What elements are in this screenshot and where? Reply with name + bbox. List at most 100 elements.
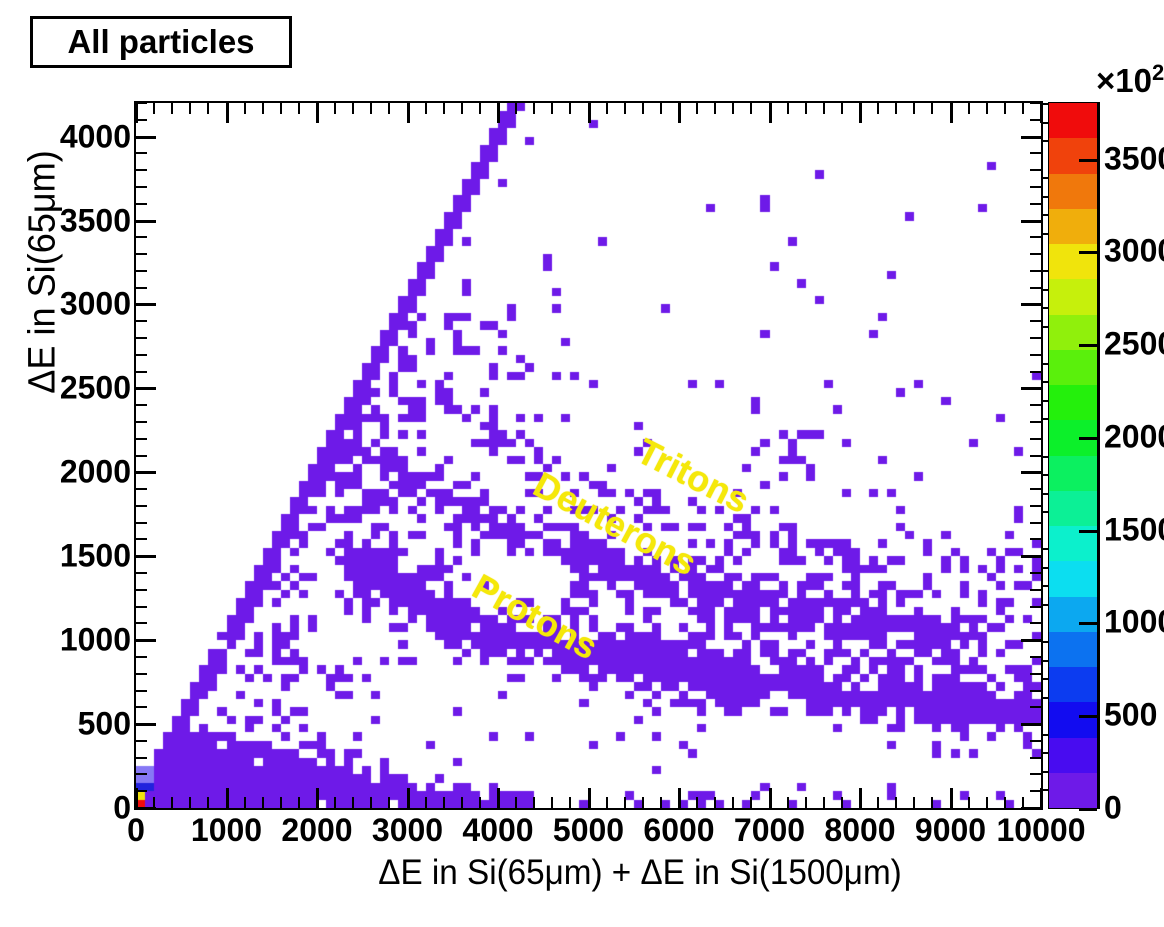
z-axis-minor-tick — [1041, 326, 1048, 328]
x-axis-minor-tick — [352, 797, 354, 808]
z-axis-minor-tick — [1041, 307, 1048, 309]
color-scale-band — [1049, 455, 1097, 491]
z-axis-minor-tick — [1041, 456, 1048, 458]
color-scale-band — [1049, 244, 1097, 280]
z-axis-minor-tick — [1041, 752, 1048, 754]
color-scale-band — [1049, 596, 1097, 632]
y-axis-minor-tick — [136, 522, 147, 524]
z-axis-tick-label: 2500 — [1104, 325, 1164, 362]
y-axis-minor-tick-right — [1030, 371, 1041, 373]
y-axis-minor-tick-right — [1030, 690, 1041, 692]
x-axis-minor-tick-top — [569, 103, 571, 114]
y-axis-minor-tick-right — [1030, 253, 1041, 255]
x-axis-major-tick-top — [135, 103, 138, 123]
color-scale-band — [1049, 279, 1097, 315]
x-axis-tick-label: 10000 — [996, 812, 1086, 848]
z-axis-minor-tick — [1041, 789, 1048, 791]
x-axis-major-tick — [678, 788, 681, 808]
z-exponent-power: 2 — [1151, 60, 1164, 85]
x-axis-minor-tick-top — [968, 103, 970, 114]
z-axis-minor-tick — [1041, 418, 1048, 420]
x-axis-minor-tick-top — [425, 103, 427, 114]
y-axis-minor-tick — [136, 371, 147, 373]
y-axis-minor-tick — [136, 421, 147, 423]
z-axis-minor-tick — [1041, 233, 1048, 235]
x-axis-major-tick-top — [859, 103, 862, 123]
y-axis-minor-tick — [136, 589, 147, 591]
x-axis-major-tick — [226, 788, 229, 808]
x-axis-major-tick-top — [588, 103, 591, 123]
z-axis-exponent-label: ×102 — [1096, 60, 1164, 100]
y-axis-minor-tick-right — [1030, 606, 1041, 608]
y-axis-minor-tick-right — [1030, 589, 1041, 591]
y-axis-minor-tick — [136, 706, 147, 708]
y-axis-major-tick-right — [1021, 723, 1041, 726]
z-axis-minor-tick — [1041, 548, 1048, 550]
z-axis-tick-label: 2000 — [1104, 418, 1164, 455]
y-axis-tick-label: 500 — [77, 705, 131, 742]
z-exponent-base: ×10 — [1096, 62, 1152, 99]
color-scale-band — [1049, 631, 1097, 667]
color-scale-band — [1049, 385, 1097, 421]
z-axis-tick-label: 1500 — [1104, 511, 1164, 548]
y-axis-minor-tick — [136, 505, 147, 507]
color-scale-band — [1049, 772, 1097, 808]
z-axis-tick-label: 3000 — [1104, 232, 1164, 269]
color-scale-band — [1049, 314, 1097, 350]
z-axis-minor-tick — [1041, 585, 1048, 587]
y-axis-major-tick — [136, 555, 156, 558]
histogram-title: All particles — [67, 23, 255, 60]
x-axis-minor-tick — [624, 797, 626, 808]
y-axis-major-tick-right — [1021, 807, 1041, 810]
y-axis-major-tick — [136, 471, 156, 474]
y-axis-minor-tick-right — [1030, 203, 1041, 205]
z-axis-minor-tick — [1041, 289, 1048, 291]
x-axis-minor-tick — [823, 797, 825, 808]
y-axis-minor-tick — [136, 656, 147, 658]
y-axis-minor-tick-right — [1030, 354, 1041, 356]
y-axis-minor-tick-right — [1030, 522, 1041, 524]
x-axis-minor-tick-top — [750, 103, 752, 114]
x-axis-minor-tick — [931, 797, 933, 808]
x-axis-minor-tick-top — [877, 103, 879, 114]
y-axis-tick-label: 1500 — [59, 537, 131, 574]
z-axis-minor-tick — [1041, 400, 1048, 402]
x-axis-minor-tick — [750, 797, 752, 808]
x-axis-minor-tick — [606, 797, 608, 808]
y-axis-minor-tick — [136, 253, 147, 255]
y-axis-tick-label: 2500 — [59, 369, 131, 406]
x-axis-minor-tick-top — [280, 103, 282, 114]
x-axis-major-tick — [769, 788, 772, 808]
x-axis-minor-tick — [696, 797, 698, 808]
z-axis-minor-tick — [1041, 678, 1048, 680]
x-axis-minor-tick — [732, 797, 734, 808]
y-axis-minor-tick — [136, 790, 147, 792]
color-scale-bar — [1041, 102, 1100, 811]
y-axis-minor-tick-right — [1030, 320, 1041, 322]
y-axis-major-tick — [136, 387, 156, 390]
x-axis-minor-tick — [207, 797, 209, 808]
x-axis-tick-label: 4000 — [462, 812, 534, 848]
x-axis-major-tick — [950, 788, 953, 808]
z-axis-minor-tick — [1041, 567, 1048, 569]
z-axis-minor-tick — [1041, 697, 1048, 699]
x-axis-major-tick — [135, 788, 138, 808]
x-axis-tick-label: 9000 — [914, 812, 987, 848]
z-axis-minor-tick — [1041, 641, 1048, 643]
x-axis-tick-label: 5000 — [552, 812, 625, 848]
y-axis-minor-tick — [136, 673, 147, 675]
y-axis-minor-tick-right — [1030, 505, 1041, 507]
y-axis-minor-tick — [136, 740, 147, 742]
y-axis-minor-tick-right — [1030, 236, 1041, 238]
y-axis-minor-tick — [136, 169, 147, 171]
z-axis-minor-tick — [1041, 474, 1048, 476]
y-axis-minor-tick-right — [1030, 186, 1041, 188]
y-axis-tick-label: 1000 — [59, 621, 131, 658]
y-axis-minor-tick-right — [1030, 706, 1041, 708]
z-axis-major-tick — [1079, 159, 1097, 162]
y-axis-minor-tick-right — [1030, 287, 1041, 289]
z-axis-tick-label: 0 — [1104, 789, 1122, 826]
y-axis-minor-tick-right — [1030, 337, 1041, 339]
x-axis-minor-tick — [244, 797, 246, 808]
